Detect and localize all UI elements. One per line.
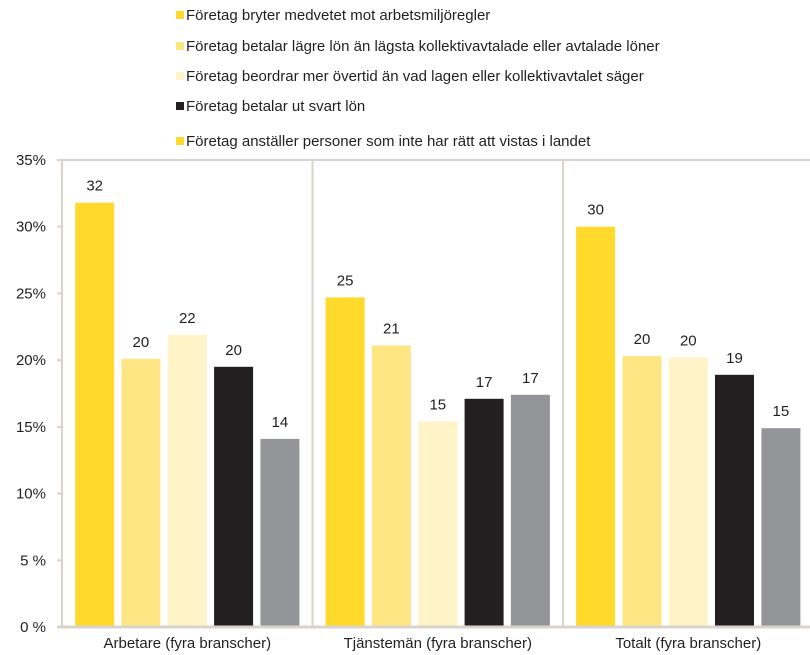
bar (325, 297, 365, 627)
bar-value-label: 17 (476, 374, 493, 391)
legend-marker (176, 137, 184, 145)
category-label: Totalt (fyra branscher) (615, 635, 761, 652)
bar-value-label: 25 (337, 272, 354, 289)
x-axis: Arbetare (fyra branscher) Tjänstemän (fyr… (104, 635, 762, 652)
bar (75, 202, 115, 627)
legend-label: Företag betalar lägre lön än lägsta koll… (186, 38, 660, 55)
legend-label: Företag betalar ut svart lön (186, 98, 365, 115)
legend-marker (176, 42, 184, 50)
bar-value-label: 30 (587, 202, 604, 219)
bar-value-label: 20 (133, 334, 150, 351)
legend-label: Företag bryter medvetet mot arbetsmiljör… (186, 7, 490, 24)
bar-value-label: 21 (383, 321, 400, 338)
y-axis: 0 % 5 % 10% 15% 20% 25% 30% 35% (16, 152, 62, 636)
y-tick-label: 35% (16, 152, 46, 169)
bar-value-label: 14 (272, 414, 289, 431)
bar (260, 438, 300, 627)
bar (121, 358, 161, 627)
bar-value-label: 17 (522, 370, 539, 387)
y-tick-label: 0 % (20, 619, 46, 636)
bar-value-label: 15 (429, 397, 446, 414)
bar-value-label: 22 (179, 310, 196, 327)
bar (715, 374, 754, 627)
bar (464, 398, 504, 627)
bar-value-label: 20 (634, 331, 651, 348)
legend-item: Företag betalar lägre lön än lägsta koll… (176, 38, 660, 55)
bar (371, 345, 411, 627)
legend-label: Företag anställer personer som inte har … (186, 133, 591, 150)
category-label: Arbetare (fyra branscher) (104, 635, 272, 652)
legend-marker (176, 11, 184, 19)
bar (622, 356, 662, 627)
category-label: Tjänstemän (fyra branscher) (344, 635, 532, 652)
y-tick-label: 15% (16, 419, 46, 436)
bars (75, 202, 801, 627)
bar (668, 357, 708, 627)
legend-item: Företag anställer personer som inte har … (176, 133, 591, 150)
legend-marker (176, 102, 184, 110)
value-labels: 32 20 22 20 14 25 21 15 17 17 30 20 20 19 15 (86, 178, 789, 431)
bar (576, 226, 616, 627)
bar (510, 394, 550, 627)
legend-marker (176, 72, 184, 80)
y-tick-label: 30% (16, 219, 46, 236)
y-tick-label: 5 % (20, 552, 46, 569)
legend-item: Företag betalar ut svart lön (176, 98, 365, 115)
bar-value-label: 20 (225, 342, 242, 359)
legend-item: Företag beordrar mer övertid än vad lage… (176, 68, 644, 85)
bar-value-label: 32 (86, 178, 103, 195)
legend-item: Företag bryter medvetet mot arbetsmiljör… (176, 7, 490, 24)
bar (167, 334, 207, 627)
bar-value-label: 19 (726, 350, 743, 367)
chart-legend: Företag bryter medvetet mot arbetsmiljör… (176, 7, 660, 150)
bar (418, 421, 458, 627)
bar-value-label: 15 (773, 403, 790, 420)
bar-value-label: 20 (680, 333, 697, 350)
y-tick-label: 20% (16, 352, 46, 369)
legend-label: Företag beordrar mer övertid än vad lage… (186, 68, 644, 85)
bar (214, 366, 254, 627)
plot-frame (57, 159, 810, 629)
y-tick-label: 10% (16, 486, 46, 503)
y-tick-label: 25% (16, 285, 46, 302)
bar (761, 428, 801, 627)
